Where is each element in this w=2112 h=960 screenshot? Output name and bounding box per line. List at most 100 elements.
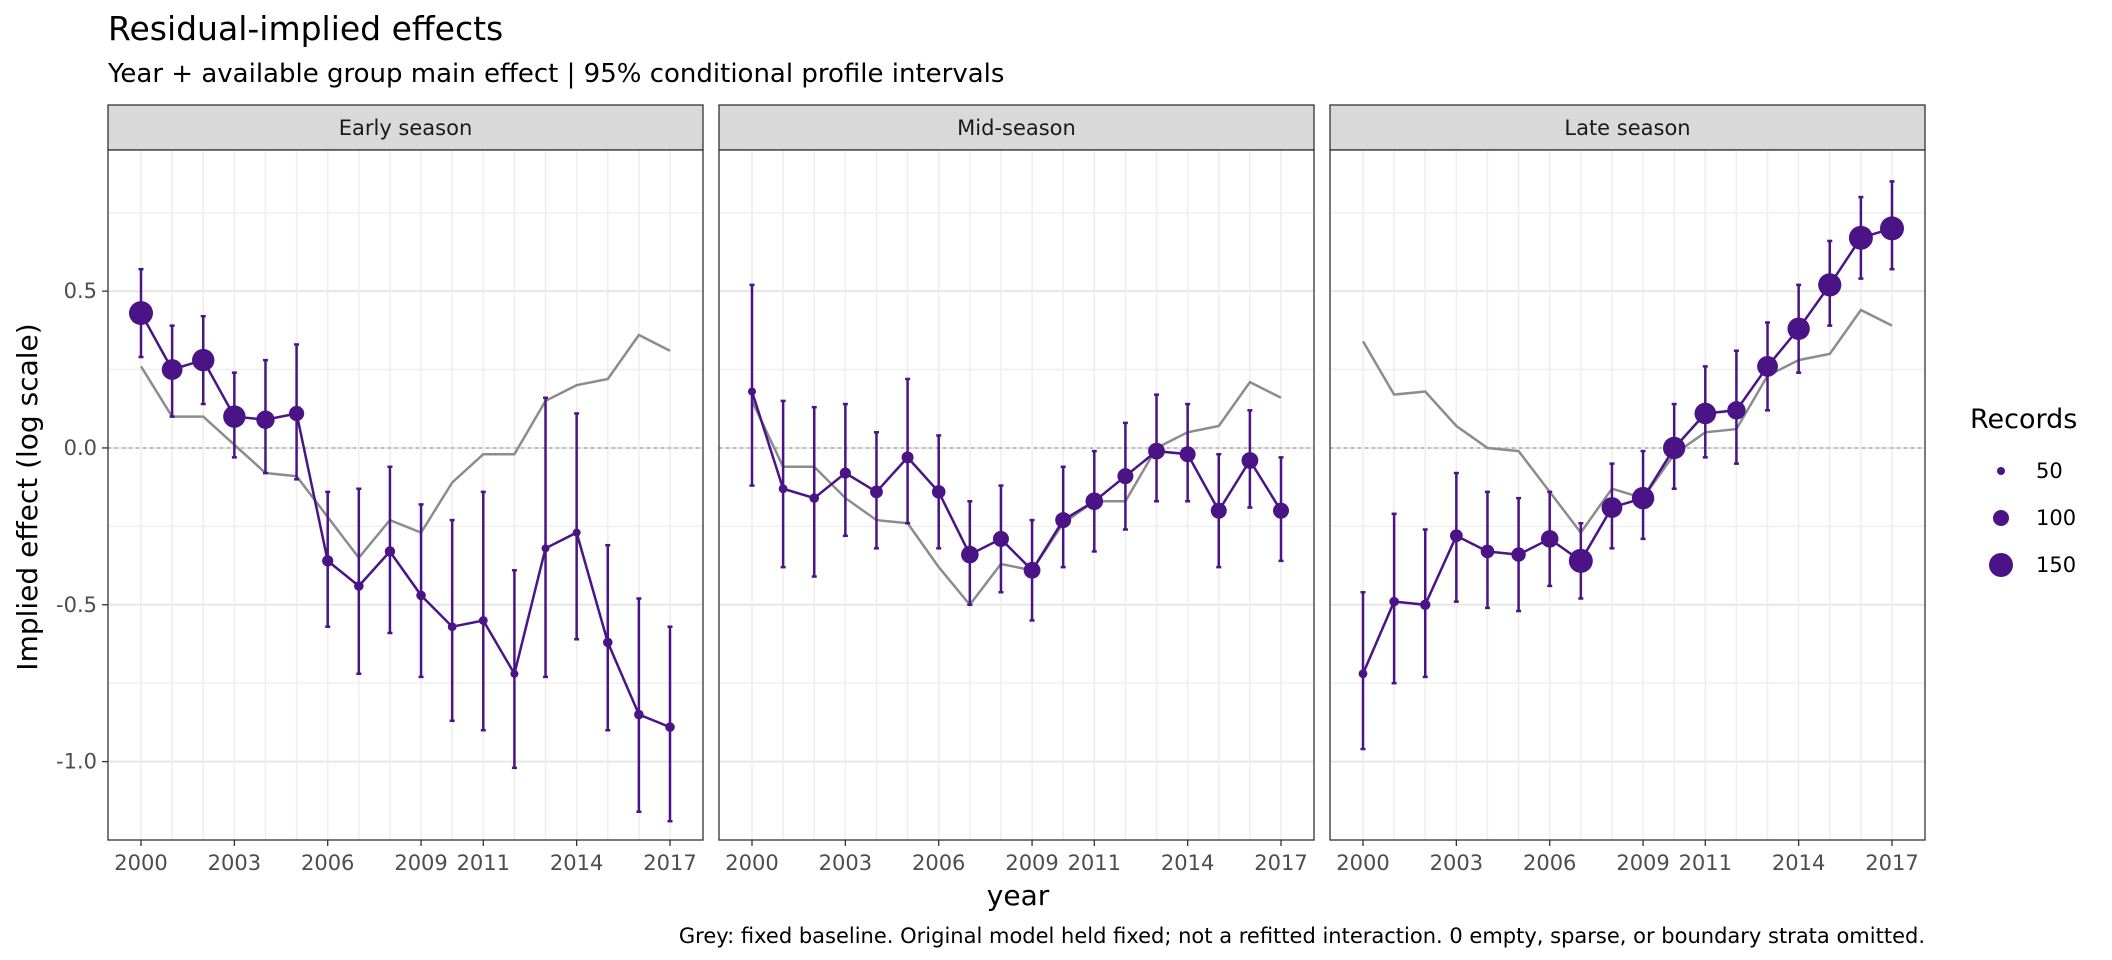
x-tick-label: 2017 xyxy=(643,851,696,875)
legend-key xyxy=(1993,510,2009,526)
x-tick-label: 2006 xyxy=(1523,851,1576,875)
error-bar xyxy=(749,283,755,487)
baseline-line xyxy=(750,380,1282,607)
estimate-point xyxy=(1273,502,1289,519)
legend-key xyxy=(1997,467,2005,475)
facet-strip xyxy=(1329,104,1926,151)
estimate-point xyxy=(572,528,581,537)
estimate-point xyxy=(1449,529,1463,543)
y-tick-label: -0.5 xyxy=(56,593,97,617)
estimate-point xyxy=(1601,497,1623,518)
estimate-point xyxy=(510,669,519,678)
facet-strip-label: Late season xyxy=(1564,116,1690,140)
estimate-point xyxy=(1757,356,1778,377)
chart-caption: Grey: fixed baseline. Original model hel… xyxy=(679,924,1925,948)
estimate-point xyxy=(1241,452,1259,469)
estimate-point xyxy=(665,722,675,732)
facet-strip xyxy=(107,104,704,151)
y-tick-label: -1.0 xyxy=(56,750,97,774)
estimate-point xyxy=(1420,599,1431,610)
estimate-point xyxy=(1568,548,1593,573)
estimate-point xyxy=(1055,512,1072,529)
estimate-point xyxy=(384,546,396,557)
estimate-point xyxy=(1511,547,1526,562)
x-tick-label: 2006 xyxy=(301,851,354,875)
error-bar xyxy=(543,396,549,679)
baseline-line xyxy=(1361,308,1893,535)
estimate-point xyxy=(839,467,851,479)
x-tick-label: 2003 xyxy=(208,851,261,875)
estimate-line xyxy=(750,391,1283,573)
x-tick-label: 2009 xyxy=(1616,851,1669,875)
estimate-point xyxy=(634,709,644,720)
estimate-point xyxy=(1727,401,1746,420)
estimate-point xyxy=(447,622,457,632)
panel-border xyxy=(718,149,1315,841)
estimate-point xyxy=(322,555,334,567)
facet-strip-label: Mid-season xyxy=(957,116,1076,140)
x-tick-label: 2011 xyxy=(457,851,510,875)
estimate-point xyxy=(931,485,946,499)
chart-subtitle: Year + available group main effect | 95%… xyxy=(107,59,1004,89)
legend: Records 50 100 150 xyxy=(1970,404,2077,577)
estimate-point xyxy=(1540,530,1559,548)
x-tick-label: 2009 xyxy=(1005,851,1058,875)
x-tick-label: 2011 xyxy=(1068,851,1121,875)
x-tick-label: 2006 xyxy=(912,851,965,875)
panel-0: Early season 2000 2003 2006 2009 2011 2014 2017… xyxy=(56,104,704,875)
x-tick-label: 2014 xyxy=(550,851,603,875)
estimate-point xyxy=(1117,468,1134,485)
estimate-point xyxy=(478,616,488,625)
estimate-point xyxy=(1358,669,1368,679)
estimate-point xyxy=(1148,442,1165,460)
legend-title: Records xyxy=(1970,404,2077,435)
legend-label: 150 xyxy=(2036,553,2076,577)
panel-1: Mid-season 2000 2003 2006 2009 2011 2014 2017 xyxy=(718,104,1315,875)
legend-key xyxy=(1989,553,2013,577)
legend-entry: 50 xyxy=(1997,459,2063,483)
estimate-point xyxy=(416,590,426,601)
estimate-point xyxy=(1662,436,1686,460)
estimate-point xyxy=(961,545,979,564)
estimate-point xyxy=(1880,216,1904,241)
error-bar xyxy=(449,518,455,723)
estimate-point xyxy=(1023,561,1041,579)
estimate-point xyxy=(1694,402,1717,425)
y-tick-label: 0.5 xyxy=(64,279,97,303)
estimate-point xyxy=(809,493,820,503)
panel-border xyxy=(107,149,704,841)
x-tick-label: 2000 xyxy=(114,851,167,875)
x-tick-label: 2009 xyxy=(394,851,447,875)
estimate-point xyxy=(541,544,550,553)
facet-panels: Early season 2000 2003 2006 2009 2011 2014 2017… xyxy=(56,104,1926,875)
x-tick-label: 2014 xyxy=(1772,851,1825,875)
estimate-point xyxy=(354,581,364,591)
chart-title: Residual-implied effects xyxy=(108,9,503,48)
legend-label: 50 xyxy=(2036,459,2063,483)
estimate-point xyxy=(748,387,756,396)
estimate-point xyxy=(129,301,153,326)
estimate-point xyxy=(1818,273,1842,297)
baseline-line xyxy=(139,333,671,560)
estimate-point xyxy=(1085,492,1104,511)
x-tick-label: 2017 xyxy=(1865,851,1918,875)
legend-entry: 150 xyxy=(1989,553,2076,577)
estimate-point xyxy=(288,405,305,422)
error-bar xyxy=(574,412,580,641)
plot-background xyxy=(1330,150,1925,840)
error-bar xyxy=(811,405,817,578)
estimate-point xyxy=(1389,596,1399,607)
estimate-point xyxy=(1179,446,1196,463)
estimate-point xyxy=(1480,544,1495,559)
error-bar xyxy=(780,399,786,569)
x-tick-label: 2017 xyxy=(1254,851,1307,875)
estimate-point xyxy=(1631,486,1655,510)
error-bar xyxy=(480,490,486,732)
x-axis-label: year xyxy=(987,879,1050,912)
facet-strip-label: Early season xyxy=(339,116,473,140)
estimate-point xyxy=(161,359,183,380)
estimate-point xyxy=(1787,317,1810,340)
estimate-point xyxy=(992,530,1009,547)
error-bar xyxy=(905,377,911,525)
